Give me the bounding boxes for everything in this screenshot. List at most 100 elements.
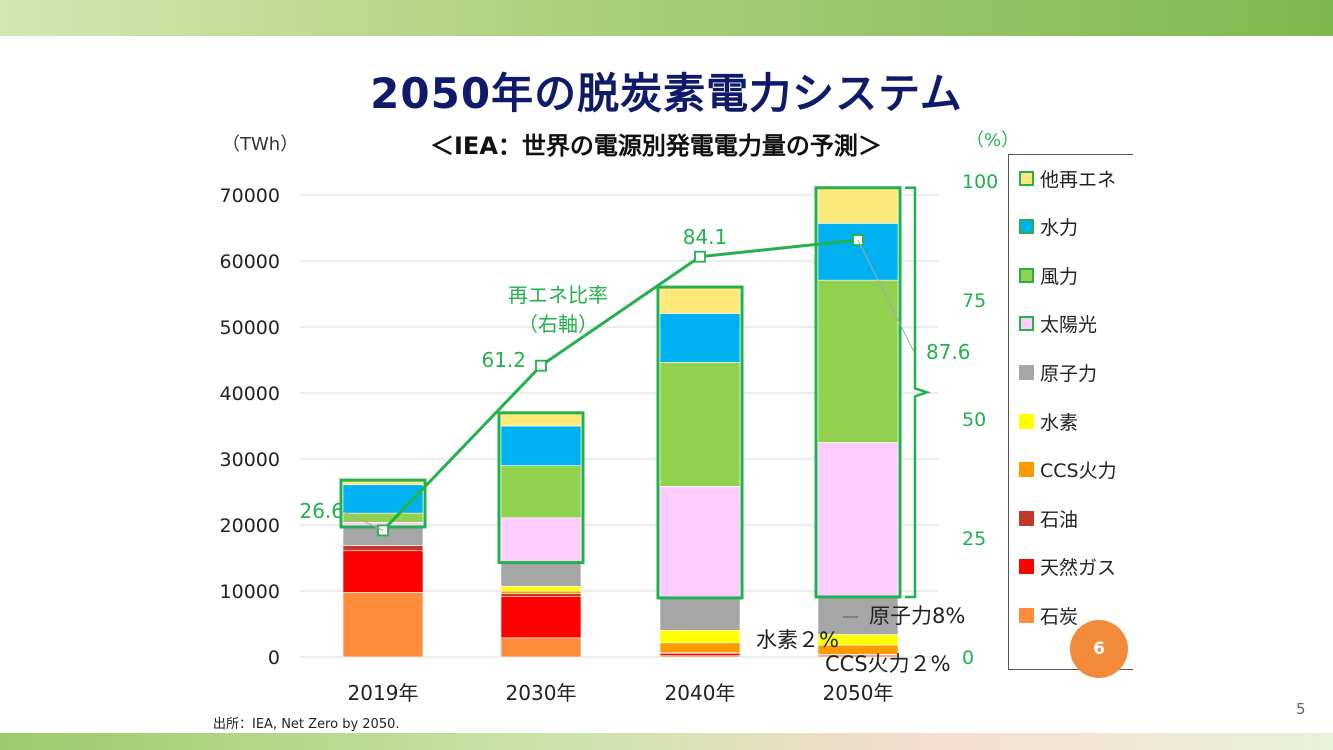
legend-label: 天然ガス [1040, 557, 1117, 580]
re-ratio-data-label: 84.1 [683, 225, 728, 249]
bar-segment [342, 592, 424, 658]
bar-segment [500, 590, 582, 594]
bar-segment [500, 593, 582, 597]
legend-swatch [1019, 462, 1034, 478]
legend-item: 水力 [1019, 214, 1078, 240]
legend-label: 水素 [1040, 411, 1079, 434]
legend-label: 石炭 [1040, 605, 1079, 628]
bar-segment [817, 187, 899, 224]
y-tick-label: 20000 [220, 515, 280, 537]
x-tick-label: 2019年 [348, 681, 419, 705]
source-note: 出所：IEA, Net Zero by 2050. [213, 717, 400, 732]
legend-label: 他再エネ [1040, 168, 1117, 191]
hydrogen-share-note: 水素２% [756, 628, 839, 652]
re-ratio-callout: （右軸） [518, 312, 598, 336]
legend-item: 原子力 [1019, 359, 1097, 385]
bar-segment [659, 597, 741, 631]
bar-segment [659, 313, 741, 363]
nuclear-share-note: 原子力8% [869, 604, 965, 628]
chart-subtitle: ＜IEA：世界の電源別発電電力量の予測＞ [430, 132, 882, 160]
y2-tick-label: 100 [962, 171, 998, 193]
legend-item: 水素 [1019, 408, 1078, 434]
re-ratio-data-label: 87.6 [926, 340, 971, 364]
legend-label: 水力 [1040, 217, 1079, 240]
y2-tick-label: 0 [962, 647, 974, 669]
slide-badge: 6 [1070, 620, 1128, 678]
bar-segment [817, 279, 899, 443]
bar-segment [500, 425, 582, 466]
legend-item: CCS火力 [1019, 457, 1117, 483]
renewable-bracket [905, 186, 931, 599]
bar-segment [342, 512, 424, 523]
page-number: 5 [1296, 700, 1306, 718]
y2-tick-label: 50 [962, 409, 986, 431]
re-ratio-marker [694, 250, 706, 263]
legend-swatch [1019, 316, 1034, 332]
y-tick-label: 50000 [220, 317, 280, 339]
legend-label: 石油 [1040, 508, 1079, 531]
re-ratio-data-label: 26.6 [299, 499, 344, 523]
ccs-share-note: CCS火力２% [825, 652, 951, 676]
legend-item: 他再エネ [1019, 165, 1116, 191]
x-tick-label: 2040年 [665, 681, 736, 705]
re-ratio-callout: 再エネ比率 [508, 283, 608, 307]
bar-segment [659, 286, 741, 314]
re-outline [814, 186, 902, 599]
legend-label: 原子力 [1040, 362, 1098, 385]
label-leader [857, 239, 915, 353]
label-leader [343, 511, 384, 531]
legend-label: 風力 [1040, 265, 1079, 288]
re-ratio-line [381, 238, 859, 532]
re-ratio-data-label: 61.2 [481, 348, 526, 372]
legend-item: 石油 [1019, 505, 1078, 531]
y-tick-label: 70000 [220, 185, 280, 207]
legend-swatch [1019, 559, 1034, 575]
y-axis-unit: （TWh） [222, 134, 299, 155]
bottom-decor-band [0, 733, 1333, 750]
bar-segment [817, 223, 899, 281]
y-tick-label: 40000 [220, 383, 280, 405]
y2-tick-label: 25 [962, 528, 986, 550]
legend-label: CCS火力 [1040, 460, 1117, 483]
y-tick-label: 60000 [220, 251, 280, 273]
bar-segment [500, 412, 582, 427]
bar-segment [659, 362, 741, 487]
x-tick-label: 2030年 [506, 681, 577, 705]
chart-legend: 他再エネ水力風力太陽光原子力水素 CCS火力石油天然ガス石炭 [1008, 154, 1133, 670]
legend-swatch [1019, 607, 1034, 623]
bar-segment [500, 595, 582, 639]
legend-item: 石炭 [1019, 602, 1078, 628]
legend-label: 太陽光 [1040, 314, 1098, 337]
re-outline [656, 285, 744, 600]
top-decor-band [0, 0, 1333, 36]
bar-segment [817, 596, 899, 635]
legend-swatch [1019, 364, 1034, 380]
y-tick-label: 10000 [220, 581, 280, 603]
legend-swatch [1019, 170, 1034, 186]
y2-tick-label: 75 [962, 290, 986, 312]
legend-swatch [1019, 510, 1034, 526]
bar-segment [500, 637, 582, 658]
y-tick-label: 30000 [220, 449, 280, 471]
legend-item: 太陽光 [1019, 311, 1097, 337]
bar-segment [500, 586, 582, 592]
legend-item: 天然ガス [1019, 554, 1116, 580]
bar-segment [500, 562, 582, 587]
bar-segment [659, 629, 741, 644]
bar-segment [342, 545, 424, 552]
bar-segment [659, 486, 741, 599]
bar-segment [659, 642, 741, 654]
legend-swatch [1019, 413, 1034, 429]
bar-segment [342, 550, 424, 593]
x-tick-label: 2050年 [823, 681, 894, 705]
legend-swatch [1019, 219, 1034, 235]
legend-item: 風力 [1019, 262, 1078, 288]
re-outline [497, 411, 585, 565]
legend-swatch [1019, 267, 1034, 283]
bar-segment [500, 465, 582, 519]
bar-segment [500, 517, 582, 563]
bar-segment [342, 484, 424, 514]
bar-segment [817, 442, 899, 598]
y-tick-label: 0 [268, 647, 280, 669]
